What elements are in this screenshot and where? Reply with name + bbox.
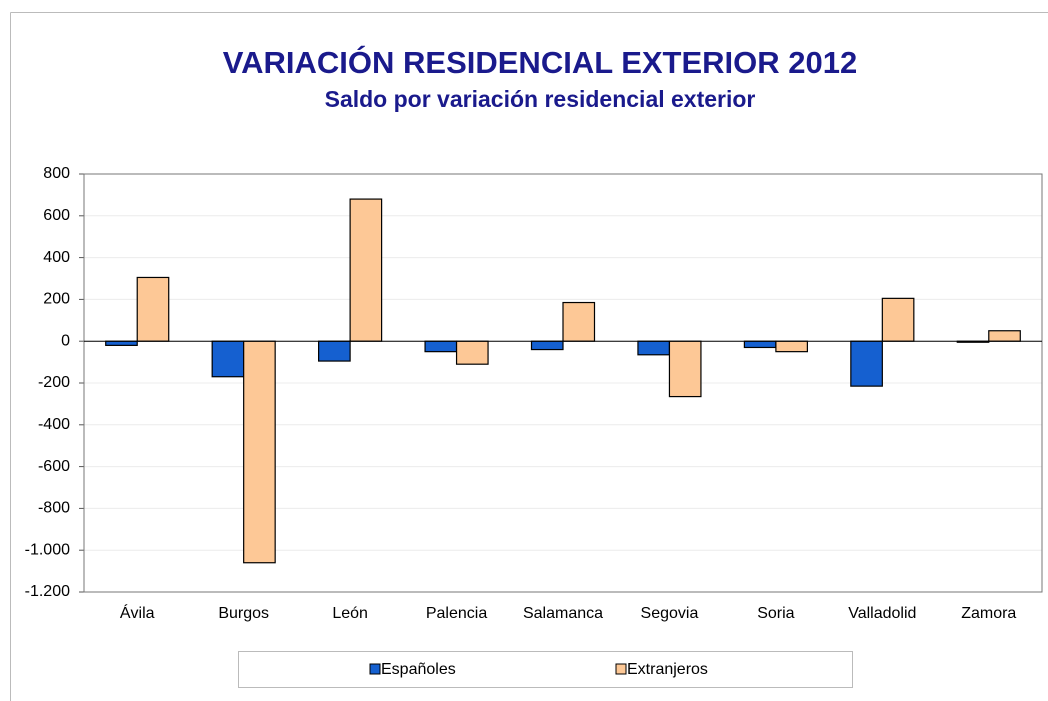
bar — [349, 198, 383, 342]
y-tick-label: -600 — [38, 458, 70, 475]
bar — [318, 340, 351, 362]
bar — [637, 340, 671, 356]
plot-border — [83, 173, 1043, 593]
bar — [988, 330, 1021, 342]
y-tick-label: -200 — [38, 374, 70, 391]
y-tick-label: -800 — [38, 500, 70, 517]
x-tick-label: Palencia — [426, 605, 487, 622]
y-tick-label: 400 — [43, 249, 70, 266]
chart-subtitle: Saldo por variación residencial exterior — [325, 86, 756, 112]
bar — [562, 301, 596, 342]
bar — [211, 340, 245, 378]
y-tick-label: -1.200 — [25, 583, 70, 600]
bar — [668, 340, 702, 398]
legend-label: Españoles — [381, 661, 456, 678]
bar — [850, 340, 883, 387]
legend-swatch — [369, 663, 381, 675]
y-tick-label: -400 — [38, 416, 70, 433]
bar — [743, 340, 777, 349]
bar — [775, 340, 808, 353]
x-tick-label: Burgos — [218, 605, 269, 622]
x-tick-label: Salamanca — [523, 605, 603, 622]
bar — [455, 340, 489, 365]
bar — [881, 297, 915, 342]
y-tick-label: 800 — [43, 165, 70, 182]
y-tick-label: 600 — [43, 207, 70, 224]
y-tick-label: -1.000 — [25, 541, 70, 558]
bar — [105, 340, 138, 346]
x-tick-label: Zamora — [961, 605, 1016, 622]
x-tick-label: Segovia — [641, 605, 699, 622]
legend-swatch — [615, 663, 627, 675]
legend — [238, 651, 853, 688]
bar — [530, 340, 564, 351]
x-tick-label: Valladolid — [848, 605, 916, 622]
y-tick-label: 200 — [43, 291, 70, 308]
y-tick-label: 0 — [61, 332, 70, 349]
bar — [136, 276, 170, 342]
bar — [243, 340, 276, 564]
x-tick-label: León — [332, 605, 368, 622]
bar — [424, 340, 458, 353]
legend-label: Extranjeros — [627, 661, 708, 678]
chart-title: VARIACIÓN RESIDENCIAL EXTERIOR 2012 — [223, 44, 858, 80]
x-tick-label: Soria — [757, 605, 794, 622]
x-tick-label: Ávila — [120, 603, 155, 622]
